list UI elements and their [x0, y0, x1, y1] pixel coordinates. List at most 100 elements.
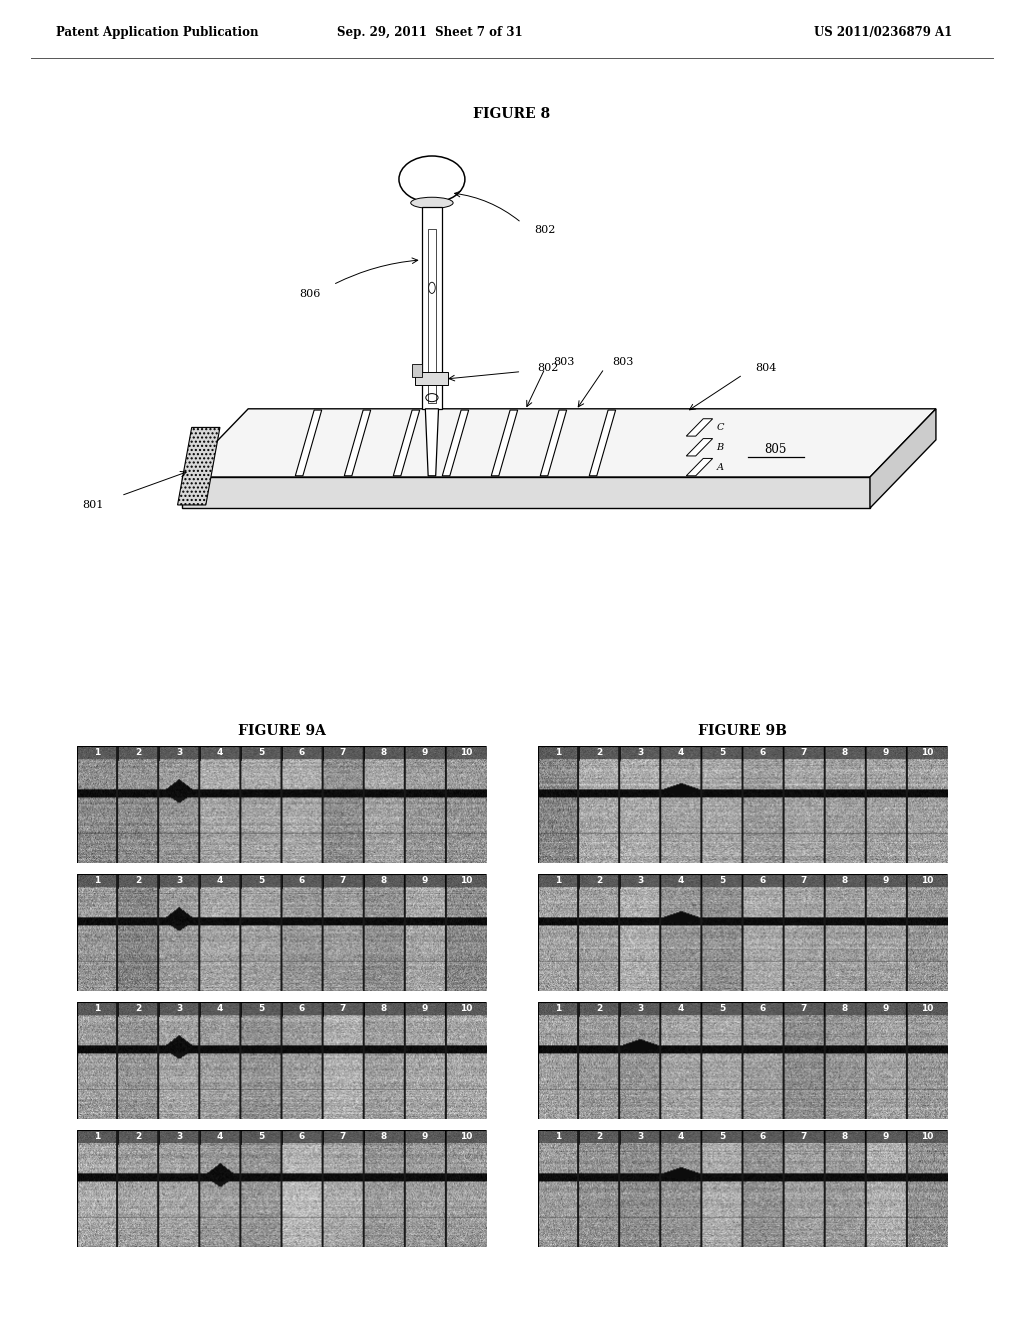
Text: 7: 7 — [801, 748, 807, 758]
Polygon shape — [686, 458, 713, 475]
Text: Patent Application Publication: Patent Application Publication — [56, 26, 259, 40]
Text: 2: 2 — [596, 1133, 602, 1142]
Text: 10: 10 — [460, 1005, 472, 1014]
Text: FIGURE 8: FIGURE 8 — [473, 107, 551, 121]
Text: 1: 1 — [555, 876, 561, 886]
Text: 806: 806 — [299, 289, 321, 300]
Bar — [412, 364, 422, 376]
Text: 2: 2 — [135, 1005, 141, 1014]
Text: 1: 1 — [94, 1005, 100, 1014]
Text: 3: 3 — [176, 1005, 182, 1014]
Text: 8: 8 — [842, 1133, 848, 1142]
Text: 1: 1 — [555, 748, 561, 758]
Polygon shape — [492, 411, 518, 475]
Text: 4: 4 — [678, 1005, 684, 1014]
Polygon shape — [182, 409, 936, 477]
Text: 6: 6 — [299, 876, 305, 886]
Text: 1: 1 — [94, 1133, 100, 1142]
Bar — [422, 207, 442, 409]
Text: 803: 803 — [553, 358, 574, 367]
Text: 6: 6 — [760, 748, 766, 758]
Text: 9: 9 — [883, 748, 889, 758]
Text: B: B — [717, 442, 724, 451]
Text: 1: 1 — [555, 1005, 561, 1014]
Text: 9: 9 — [883, 1133, 889, 1142]
Polygon shape — [442, 411, 469, 475]
Text: 3: 3 — [176, 876, 182, 886]
Text: 8: 8 — [842, 876, 848, 886]
Text: C: C — [717, 422, 724, 432]
Text: 7: 7 — [801, 1133, 807, 1142]
Text: 8: 8 — [381, 748, 387, 758]
Text: 10: 10 — [921, 748, 933, 758]
Text: 3: 3 — [637, 748, 643, 758]
Text: 2: 2 — [596, 748, 602, 758]
Text: 8: 8 — [381, 1133, 387, 1142]
Text: 9: 9 — [422, 1133, 428, 1142]
Text: 6: 6 — [299, 1005, 305, 1014]
Text: 5: 5 — [719, 1005, 725, 1014]
Ellipse shape — [429, 282, 435, 293]
Text: 4: 4 — [217, 1005, 223, 1014]
Text: 7: 7 — [340, 1005, 346, 1014]
Polygon shape — [686, 438, 713, 455]
Text: 4: 4 — [678, 748, 684, 758]
Text: 9: 9 — [422, 748, 428, 758]
Text: 7: 7 — [340, 876, 346, 886]
Text: 802: 802 — [535, 226, 556, 235]
Polygon shape — [541, 411, 566, 475]
Text: 3: 3 — [176, 1133, 182, 1142]
Text: 8: 8 — [381, 1005, 387, 1014]
Text: 3: 3 — [637, 876, 643, 886]
Text: 1: 1 — [555, 1133, 561, 1142]
Text: 4: 4 — [217, 748, 223, 758]
Text: FIGURE 9A: FIGURE 9A — [238, 725, 326, 738]
Text: 803: 803 — [612, 358, 634, 367]
Text: 6: 6 — [760, 1133, 766, 1142]
Text: 10: 10 — [460, 876, 472, 886]
Text: 10: 10 — [460, 748, 472, 758]
Text: Sep. 29, 2011  Sheet 7 of 31: Sep. 29, 2011 Sheet 7 of 31 — [337, 26, 523, 40]
Text: 2: 2 — [596, 876, 602, 886]
Text: 8: 8 — [381, 876, 387, 886]
Text: 6: 6 — [299, 1133, 305, 1142]
Text: 10: 10 — [921, 876, 933, 886]
Text: 2: 2 — [596, 1005, 602, 1014]
Text: 7: 7 — [801, 876, 807, 886]
Text: 5: 5 — [258, 748, 264, 758]
Polygon shape — [425, 409, 438, 475]
Polygon shape — [870, 409, 936, 508]
Text: 5: 5 — [258, 876, 264, 886]
Text: A: A — [717, 462, 723, 471]
Text: 5: 5 — [719, 1133, 725, 1142]
Bar — [416, 372, 449, 385]
Text: 3: 3 — [176, 748, 182, 758]
Text: 7: 7 — [801, 1005, 807, 1014]
Text: 8: 8 — [842, 748, 848, 758]
Text: 4: 4 — [678, 876, 684, 886]
Text: 4: 4 — [217, 1133, 223, 1142]
Text: 3: 3 — [637, 1005, 643, 1014]
Text: 9: 9 — [422, 876, 428, 886]
Text: 1: 1 — [94, 748, 100, 758]
Text: 5: 5 — [719, 876, 725, 886]
Text: 10: 10 — [921, 1133, 933, 1142]
Ellipse shape — [411, 197, 454, 209]
Text: 805: 805 — [765, 442, 787, 455]
Text: 9: 9 — [883, 1005, 889, 1014]
Text: 8: 8 — [842, 1005, 848, 1014]
Text: 5: 5 — [258, 1005, 264, 1014]
Polygon shape — [177, 428, 220, 506]
Ellipse shape — [399, 156, 465, 202]
Text: 4: 4 — [678, 1133, 684, 1142]
Text: 6: 6 — [760, 1005, 766, 1014]
Text: 4: 4 — [217, 876, 223, 886]
Text: 6: 6 — [299, 748, 305, 758]
Polygon shape — [589, 411, 615, 475]
Text: 2: 2 — [135, 748, 141, 758]
Text: 804: 804 — [756, 363, 777, 374]
Text: 10: 10 — [460, 1133, 472, 1142]
Polygon shape — [182, 477, 870, 508]
Text: 5: 5 — [719, 748, 725, 758]
Text: 7: 7 — [340, 748, 346, 758]
